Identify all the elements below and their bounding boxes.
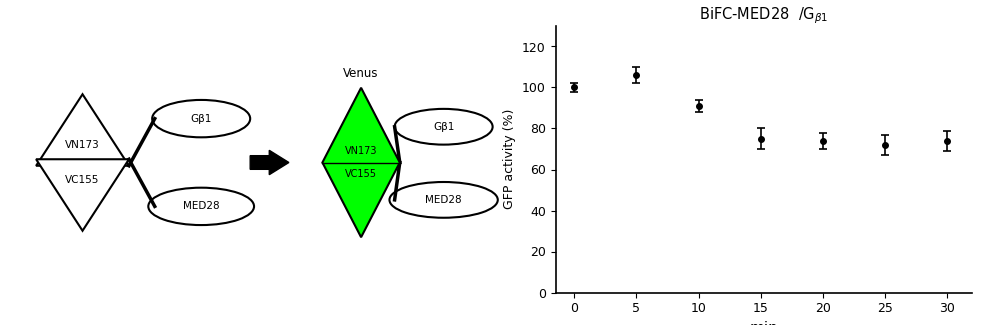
Title: BiFC-MED28  /G$_{\beta1}$: BiFC-MED28 /G$_{\beta1}$: [699, 5, 828, 26]
Ellipse shape: [390, 182, 498, 218]
Polygon shape: [36, 159, 129, 231]
Ellipse shape: [152, 100, 250, 137]
Text: Gβ1: Gβ1: [433, 122, 454, 132]
Polygon shape: [36, 94, 129, 166]
Text: VC155: VC155: [345, 169, 377, 179]
Polygon shape: [322, 88, 400, 237]
Text: VN173: VN173: [65, 140, 100, 150]
Text: VN173: VN173: [345, 146, 377, 156]
Text: MED28: MED28: [426, 195, 462, 205]
Ellipse shape: [149, 188, 254, 225]
FancyArrow shape: [250, 150, 289, 175]
X-axis label: min: min: [750, 321, 778, 325]
Ellipse shape: [395, 109, 493, 145]
Y-axis label: GFP activity (%): GFP activity (%): [503, 109, 517, 209]
Text: Venus: Venus: [343, 67, 379, 80]
Text: VC155: VC155: [65, 176, 100, 185]
Text: MED28: MED28: [183, 202, 219, 211]
Text: Gβ1: Gβ1: [190, 114, 212, 124]
